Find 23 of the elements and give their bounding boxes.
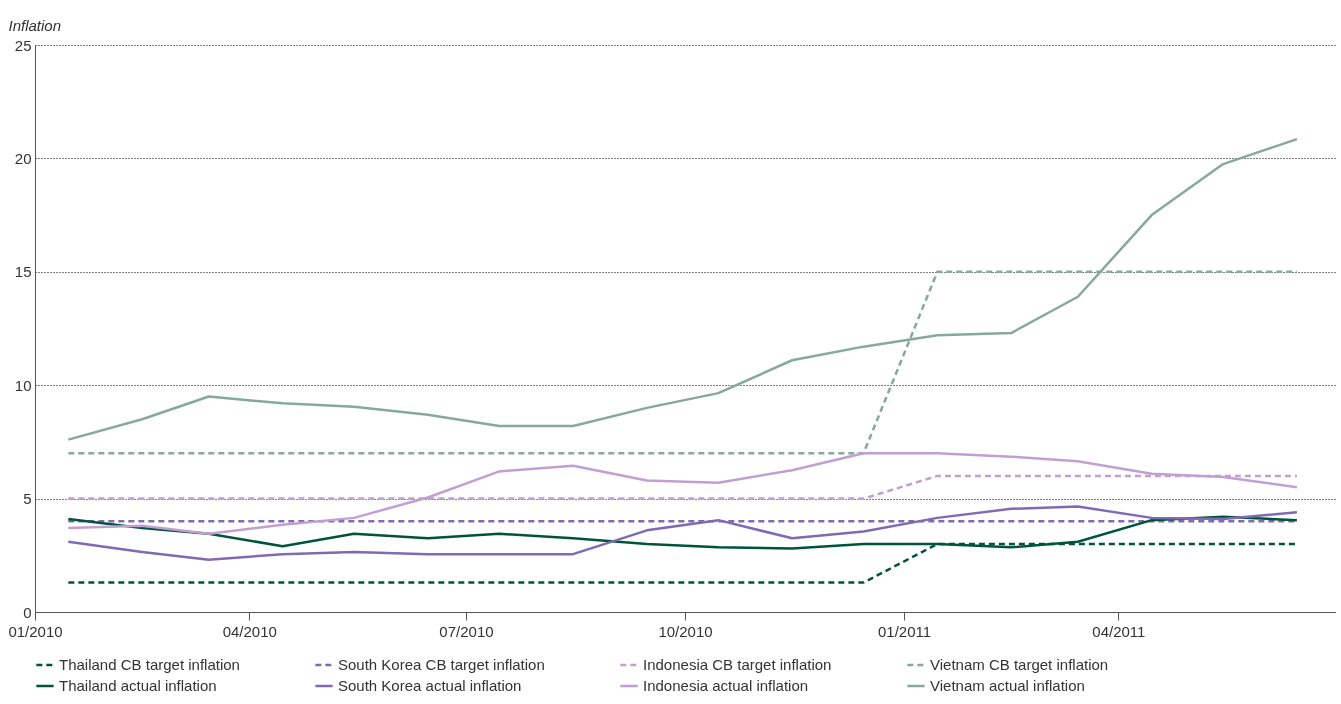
- legend-label: Indonesia CB target inflation: [643, 656, 832, 673]
- legend-label: South Korea actual inflation: [338, 677, 522, 694]
- y-tick-label: 20: [14, 149, 32, 167]
- x-tick-label: 04/2011: [1092, 622, 1146, 640]
- y-tick-label: 0: [23, 603, 32, 621]
- line-series: [67, 451, 1299, 535]
- x-tick-label: 01/2011: [877, 622, 932, 640]
- x-tick-label: 07/2010: [439, 622, 494, 640]
- legend-label: Indonesia actual inflation: [643, 677, 809, 694]
- x-tick-label: 04/2010: [222, 622, 277, 640]
- y-tick-label: 5: [23, 490, 32, 508]
- y-axis-title: Inflation: [8, 16, 62, 34]
- y-tick-label: 25: [14, 36, 32, 54]
- legend-label: Thailand CB target inflation: [59, 656, 240, 673]
- legend-label: South Korea CB target inflation: [338, 656, 545, 673]
- legend-label: Thailand actual inflation: [59, 677, 217, 694]
- legend-label: Vietnam actual inflation: [930, 677, 1085, 694]
- y-tick-label: 10: [14, 376, 32, 394]
- legend-label: Vietnam CB target inflation: [930, 656, 1109, 673]
- x-tick-label: 10/2010: [658, 622, 713, 640]
- x-tick-label: 01/2010: [8, 622, 63, 640]
- y-tick-label: 15: [14, 263, 32, 281]
- line-series: [67, 505, 1299, 562]
